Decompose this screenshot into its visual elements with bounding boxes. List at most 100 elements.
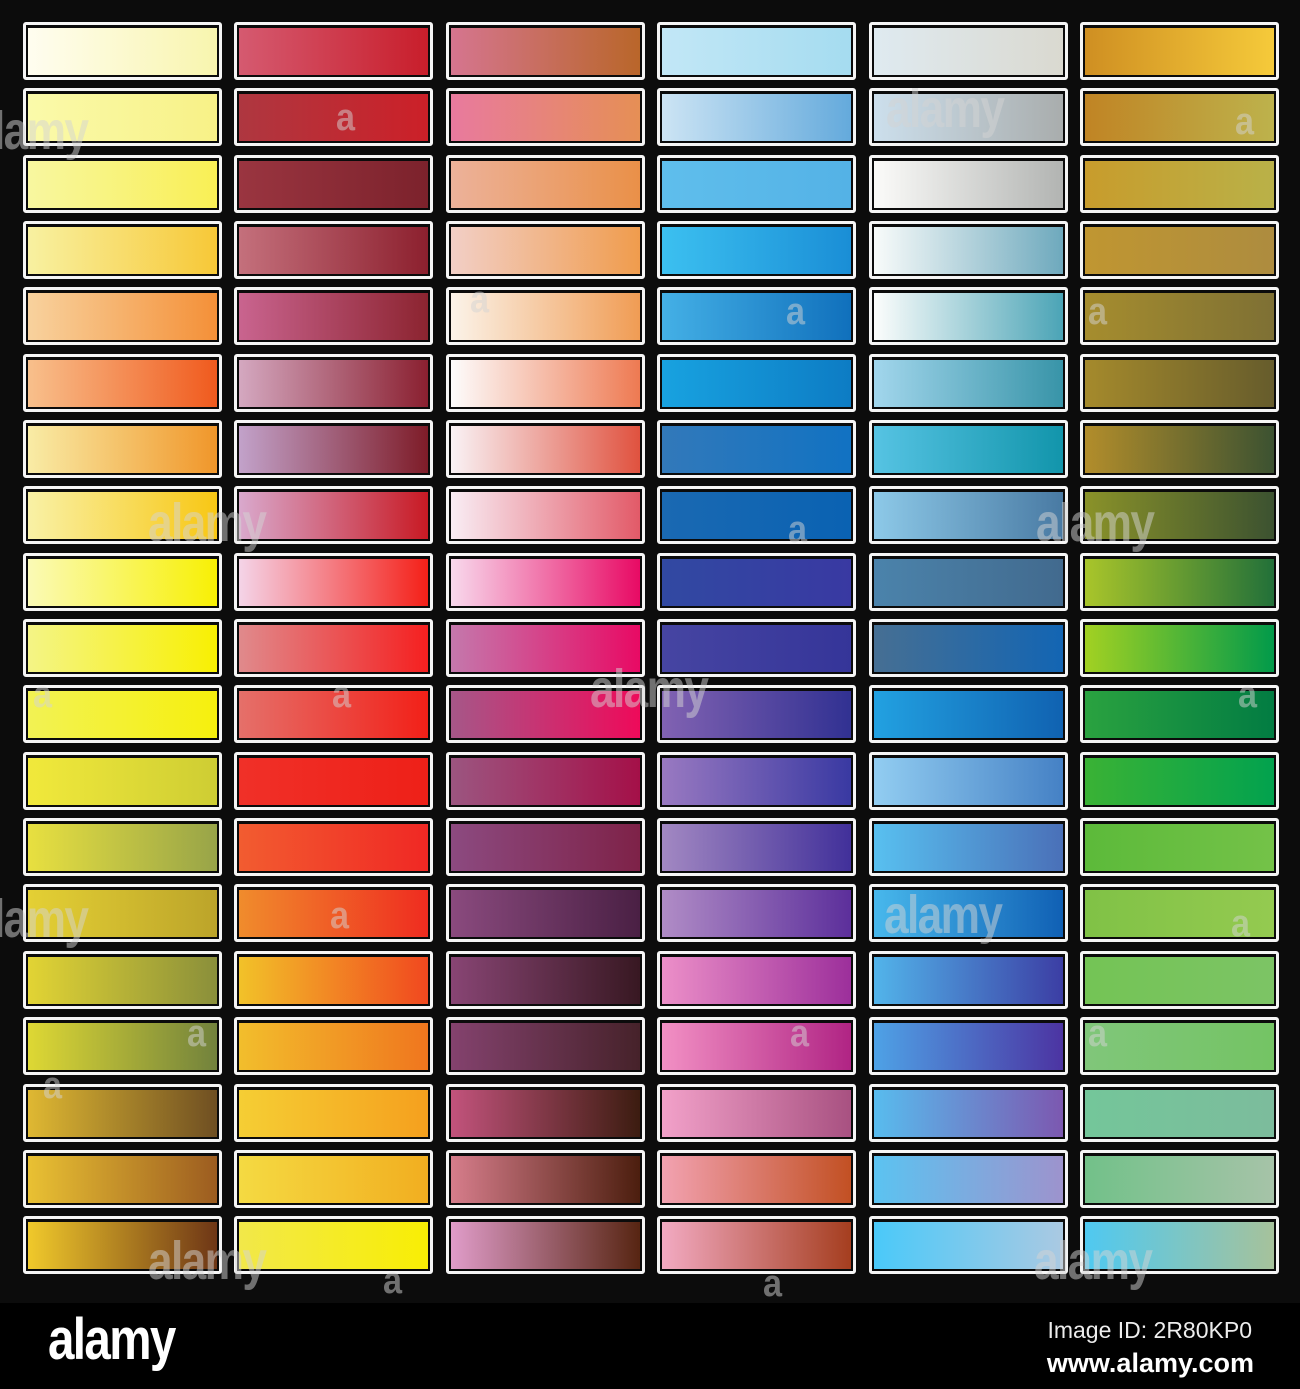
swatch-gradient-r17-c4 bbox=[660, 1086, 854, 1139]
swatch-r4-c5 bbox=[868, 221, 1068, 280]
swatch-gradient-r19-c3 bbox=[448, 1219, 642, 1272]
swatch-gradient-r14-c2 bbox=[237, 887, 431, 940]
swatch-r11-c4 bbox=[657, 685, 857, 744]
swatch-gradient-r4-c2 bbox=[237, 224, 431, 277]
swatch-gradient-r16-c6 bbox=[1082, 1020, 1276, 1073]
swatch-gradient-r10-c2 bbox=[237, 622, 431, 675]
swatch-r17-c5 bbox=[868, 1083, 1068, 1142]
swatch-gradient-r8-c5 bbox=[871, 489, 1065, 542]
swatch-gradient-r9-c2 bbox=[237, 555, 431, 608]
swatch-gradient-r16-c3 bbox=[448, 1020, 642, 1073]
swatch-gradient-r13-c3 bbox=[448, 821, 642, 874]
swatch-gradient-r3-c1 bbox=[26, 157, 219, 210]
swatch-r8-c3 bbox=[445, 486, 645, 545]
swatch-r18-c5 bbox=[868, 1149, 1068, 1208]
swatch-gradient-r7-c6 bbox=[1082, 423, 1276, 476]
swatch-r3-c3 bbox=[445, 154, 645, 213]
swatch-gradient-r17-c5 bbox=[871, 1086, 1065, 1139]
swatch-r7-c4 bbox=[657, 420, 857, 479]
swatch-gradient-r13-c6 bbox=[1082, 821, 1276, 874]
swatch-gradient-r4-c4 bbox=[660, 224, 854, 277]
swatch-r10-c5 bbox=[868, 619, 1068, 678]
swatch-gradient-r19-c4 bbox=[660, 1219, 854, 1272]
swatch-r19-c4 bbox=[657, 1216, 857, 1275]
swatch-gradient-r6-c4 bbox=[660, 356, 854, 409]
swatch-gradient-r4-c6 bbox=[1082, 224, 1276, 277]
swatch-r8-c1 bbox=[23, 486, 222, 545]
swatch-gradient-r5-c3 bbox=[448, 290, 642, 343]
swatch-r7-c1 bbox=[23, 420, 222, 479]
swatch-r13-c1 bbox=[23, 818, 222, 877]
swatch-gradient-r2-c2 bbox=[237, 91, 431, 144]
swatch-gradient-r1-c3 bbox=[448, 25, 642, 77]
swatch-gradient-r5-c5 bbox=[871, 290, 1065, 343]
swatch-r16-c6 bbox=[1079, 1017, 1279, 1076]
swatch-gradient-r19-c1 bbox=[26, 1219, 219, 1272]
swatch-gradient-r6-c1 bbox=[26, 356, 219, 409]
swatch-r15-c4 bbox=[657, 950, 857, 1009]
swatch-r1-c6 bbox=[1079, 22, 1279, 80]
swatch-r15-c5 bbox=[868, 950, 1068, 1009]
swatch-gradient-r13-c2 bbox=[237, 821, 431, 874]
swatch-gradient-r17-c3 bbox=[448, 1086, 642, 1139]
swatch-gradient-r18-c1 bbox=[26, 1152, 219, 1205]
swatch-r11-c2 bbox=[234, 685, 434, 744]
swatch-gradient-r19-c6 bbox=[1082, 1219, 1276, 1272]
swatch-gradient-r18-c4 bbox=[660, 1152, 854, 1205]
swatch-gradient-r8-c6 bbox=[1082, 489, 1276, 542]
swatch-gradient-r12-c2 bbox=[237, 754, 431, 807]
swatch-r9-c2 bbox=[234, 552, 434, 611]
swatch-gradient-r15-c2 bbox=[237, 953, 431, 1006]
swatch-gradient-r1-c6 bbox=[1082, 25, 1276, 77]
swatch-r15-c2 bbox=[234, 950, 434, 1009]
swatch-gradient-r11-c6 bbox=[1082, 688, 1276, 741]
color-palette-grid bbox=[23, 22, 1279, 1275]
swatch-gradient-r15-c3 bbox=[448, 953, 642, 1006]
swatch-r12-c2 bbox=[234, 751, 434, 810]
swatch-gradient-r2-c5 bbox=[871, 91, 1065, 144]
swatch-r6-c6 bbox=[1079, 353, 1279, 412]
swatch-gradient-r18-c6 bbox=[1082, 1152, 1276, 1205]
swatch-gradient-r2-c4 bbox=[660, 91, 854, 144]
swatch-r19-c2 bbox=[234, 1216, 434, 1275]
swatch-r3-c2 bbox=[234, 154, 434, 213]
swatch-gradient-r17-c6 bbox=[1082, 1086, 1276, 1139]
swatch-gradient-r13-c4 bbox=[660, 821, 854, 874]
swatch-gradient-r9-c1 bbox=[26, 555, 219, 608]
swatch-r8-c2 bbox=[234, 486, 434, 545]
swatch-r9-c1 bbox=[23, 552, 222, 611]
swatch-r7-c5 bbox=[868, 420, 1068, 479]
swatch-r17-c4 bbox=[657, 1083, 857, 1142]
swatch-r18-c6 bbox=[1079, 1149, 1279, 1208]
swatch-r2-c2 bbox=[234, 88, 434, 147]
alamy-watermark-letter-a: a bbox=[458, 0, 477, 2]
swatch-gradient-r9-c4 bbox=[660, 555, 854, 608]
swatch-r14-c5 bbox=[868, 884, 1068, 943]
swatch-gradient-r1-c5 bbox=[871, 25, 1065, 77]
swatch-r5-c3 bbox=[445, 287, 645, 346]
swatch-gradient-r9-c5 bbox=[871, 555, 1065, 608]
swatch-gradient-r15-c1 bbox=[26, 953, 219, 1006]
swatch-r12-c6 bbox=[1079, 751, 1279, 810]
swatch-r4-c1 bbox=[23, 221, 222, 280]
swatch-r11-c1 bbox=[23, 685, 222, 744]
swatch-gradient-r11-c1 bbox=[26, 688, 219, 741]
swatch-r10-c4 bbox=[657, 619, 857, 678]
swatch-gradient-r7-c2 bbox=[237, 423, 431, 476]
swatch-gradient-r6-c2 bbox=[237, 356, 431, 409]
swatch-gradient-r4-c1 bbox=[26, 224, 219, 277]
swatch-r2-c5 bbox=[868, 88, 1068, 147]
swatch-r2-c3 bbox=[445, 88, 645, 147]
swatch-gradient-r19-c5 bbox=[871, 1219, 1065, 1272]
swatch-gradient-r11-c2 bbox=[237, 688, 431, 741]
swatch-gradient-r12-c6 bbox=[1082, 754, 1276, 807]
swatch-gradient-r1-c2 bbox=[237, 25, 431, 77]
swatch-r19-c1 bbox=[23, 1216, 222, 1275]
swatch-gradient-r2-c6 bbox=[1082, 91, 1276, 144]
swatch-gradient-r3-c6 bbox=[1082, 157, 1276, 210]
swatch-r6-c4 bbox=[657, 353, 857, 412]
swatch-gradient-r14-c3 bbox=[448, 887, 642, 940]
swatch-r3-c6 bbox=[1079, 154, 1279, 213]
swatch-gradient-r5-c4 bbox=[660, 290, 854, 343]
